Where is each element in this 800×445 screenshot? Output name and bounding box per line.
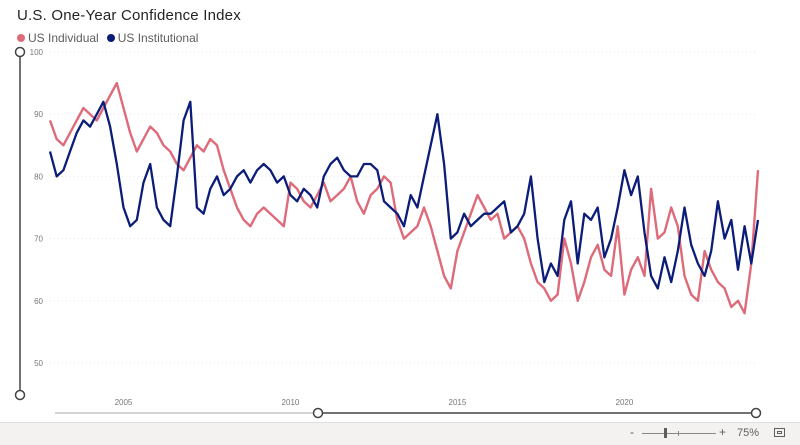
- legend-item-institutional[interactable]: US Institutional: [106, 31, 199, 45]
- y-tick-label-80: 80: [34, 172, 43, 181]
- x-tick-label-2015: 2015: [449, 398, 467, 407]
- y-tick-label-100: 100: [30, 48, 44, 57]
- fit-to-page-icon[interactable]: [774, 428, 785, 437]
- line-chart: 50 60 70 80 90 100 2005 2010 2015 2020: [14, 46, 762, 419]
- x-tick-label-2020: 2020: [616, 398, 634, 407]
- zoom-level-label[interactable]: 75%: [737, 427, 760, 439]
- legend-swatch-institutional: [106, 34, 115, 42]
- horizontal-slider-handle-right[interactable]: [750, 407, 762, 419]
- y-tick-label-70: 70: [34, 235, 43, 244]
- zoom-out-button[interactable]: -: [630, 425, 634, 439]
- y-tick-label-50: 50: [34, 359, 43, 368]
- legend-label-institutional: US Institutional: [117, 31, 199, 45]
- y-tick-label-60: 60: [34, 297, 43, 306]
- zoom-slider-track[interactable]: [642, 433, 716, 434]
- horizontal-slider-handle-left[interactable]: [312, 407, 324, 419]
- zoom-slider-tick: [678, 431, 679, 436]
- x-tick-label-2010: 2010: [282, 398, 300, 407]
- series-line-institutional: [48, 100, 760, 290]
- chart-title: U.S. One-Year Confidence Index: [17, 7, 241, 24]
- x-tick-label-2005: 2005: [115, 398, 133, 407]
- legend-swatch-individual: [17, 34, 25, 42]
- legend-item-individual[interactable]: US Individual: [17, 31, 99, 45]
- series-line-individual: [48, 81, 760, 315]
- status-bar: - + 75%: [0, 422, 800, 445]
- zoom-in-button[interactable]: +: [719, 425, 727, 439]
- legend-label-individual: US Individual: [28, 31, 99, 45]
- zoom-slider-thumb[interactable]: [664, 428, 667, 438]
- vertical-slider-handle-bottom[interactable]: [14, 389, 26, 401]
- chart-legend: US Individual US Institutional: [17, 31, 198, 45]
- y-tick-label-90: 90: [34, 110, 43, 119]
- vertical-slider-handle-top[interactable]: [14, 46, 26, 58]
